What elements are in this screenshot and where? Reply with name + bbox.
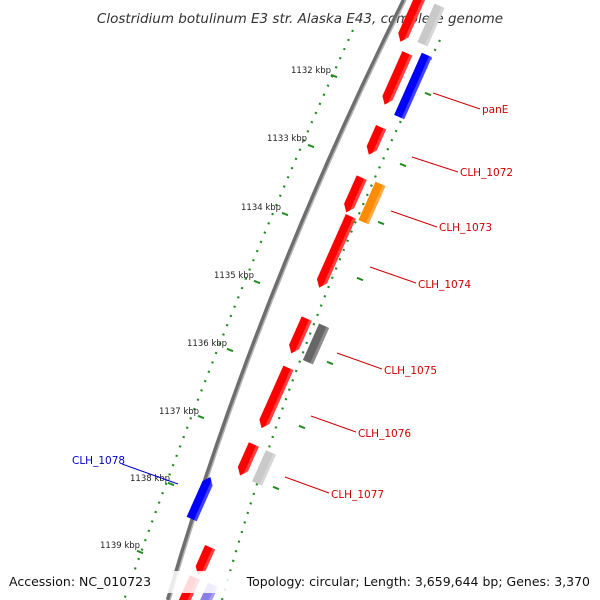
gene-features <box>178 0 445 600</box>
gene-feature[interactable] <box>364 125 387 157</box>
scale-label: 1139 kbp <box>100 541 140 551</box>
gene-label-CLH_1078[interactable]: CLH_1078 <box>72 455 125 467</box>
gene-label-CLH_1074[interactable]: CLH_1074 <box>418 279 471 291</box>
gene-feature-CLH_1077[interactable] <box>252 450 276 486</box>
scale-tick <box>272 485 280 491</box>
gene-feature[interactable] <box>286 316 312 355</box>
gene-feature[interactable] <box>380 51 413 107</box>
gene-feature[interactable] <box>395 0 427 44</box>
accession-text: Accession: NC_010723 <box>9 574 151 589</box>
gene-feature-highlight <box>321 217 356 289</box>
scale-tick <box>167 481 175 487</box>
scale-tick <box>377 220 385 226</box>
gene-feature-highlight <box>310 326 330 365</box>
gene-feature-highlight <box>263 368 294 430</box>
gene-feature-CLH_1076[interactable] <box>257 365 294 431</box>
gene-feature-CLH_1074[interactable] <box>314 214 356 290</box>
scale-label: 1138 kbp <box>130 474 170 484</box>
gene-feature-highlight <box>348 178 367 214</box>
scale-label: 1135 kbp <box>214 271 254 281</box>
track-dots <box>122 29 441 600</box>
gene-feature-highlight <box>401 55 432 120</box>
backbone <box>165 0 407 600</box>
label-leaders <box>121 92 481 494</box>
gene-feature[interactable] <box>341 175 367 214</box>
scale-tick <box>281 211 289 217</box>
gene-label-CLH_1072[interactable]: CLH_1072 <box>460 167 513 179</box>
scale-tick <box>253 279 261 285</box>
scale-labels: 1132 kbp 1133 kbp 1134 kbp 1135 kbp 1136… <box>100 66 331 551</box>
gene-feature[interactable] <box>417 3 445 47</box>
gene-feature-highlight <box>242 445 259 477</box>
gene-feature-CLH_1073[interactable] <box>358 181 386 225</box>
gene-feature-highlight <box>259 453 276 486</box>
gene-label-CLH_1073[interactable]: CLH_1073 <box>439 222 492 234</box>
scale-label: 1136 kbp <box>187 339 227 349</box>
gene-feature-highlight <box>424 6 445 47</box>
gene-feature-highlight <box>371 128 387 156</box>
gene-feature-CLH_1078[interactable] <box>186 475 216 522</box>
gene-feature-panE[interactable] <box>394 52 432 120</box>
gene-feature[interactable] <box>193 545 216 577</box>
gene-label-CLH_1077[interactable]: CLH_1077 <box>331 489 384 501</box>
scale-tick <box>330 73 338 79</box>
scale-tick <box>197 414 205 420</box>
gene-feature-highlight <box>386 54 413 106</box>
scale-tick <box>399 162 407 168</box>
scale-tick <box>307 143 315 149</box>
gene-feature-highlight <box>193 478 213 522</box>
gene-labels: panE CLH_1072 CLH_1073 CLH_1074 CLH_1075… <box>72 104 513 501</box>
scale-ticks <box>136 73 432 555</box>
scale-label: 1133 kbp <box>267 134 307 144</box>
scale-tick <box>424 91 432 97</box>
gene-label-CLH_1075[interactable]: CLH_1075 <box>384 365 437 377</box>
scale-tick <box>356 276 364 282</box>
footer-backdrop <box>0 571 600 593</box>
gene-feature-highlight <box>365 184 386 225</box>
gene-label-panE[interactable]: panE <box>482 104 508 116</box>
scale-tick <box>136 549 144 555</box>
gene-feature-highlight <box>293 319 312 355</box>
gene-label-CLH_1076[interactable]: CLH_1076 <box>358 428 411 440</box>
scale-label: 1137 kbp <box>159 407 199 417</box>
gene-feature[interactable] <box>235 442 259 478</box>
gene-feature-highlight <box>402 0 427 43</box>
scale-label: 1134 kbp <box>241 203 281 213</box>
summary-text: Topology: circular; Length: 3,659,644 bp… <box>246 574 590 589</box>
scale-tick <box>226 347 234 353</box>
gene-feature-CLH_1075[interactable] <box>302 323 330 365</box>
scale-tick <box>326 360 334 366</box>
scale-label: 1132 kbp <box>291 66 331 76</box>
gene-feature-highlight <box>200 548 216 576</box>
scale-tick <box>298 424 306 430</box>
map-title: Clostridium botulinum E3 str. Alaska E43… <box>97 11 503 27</box>
